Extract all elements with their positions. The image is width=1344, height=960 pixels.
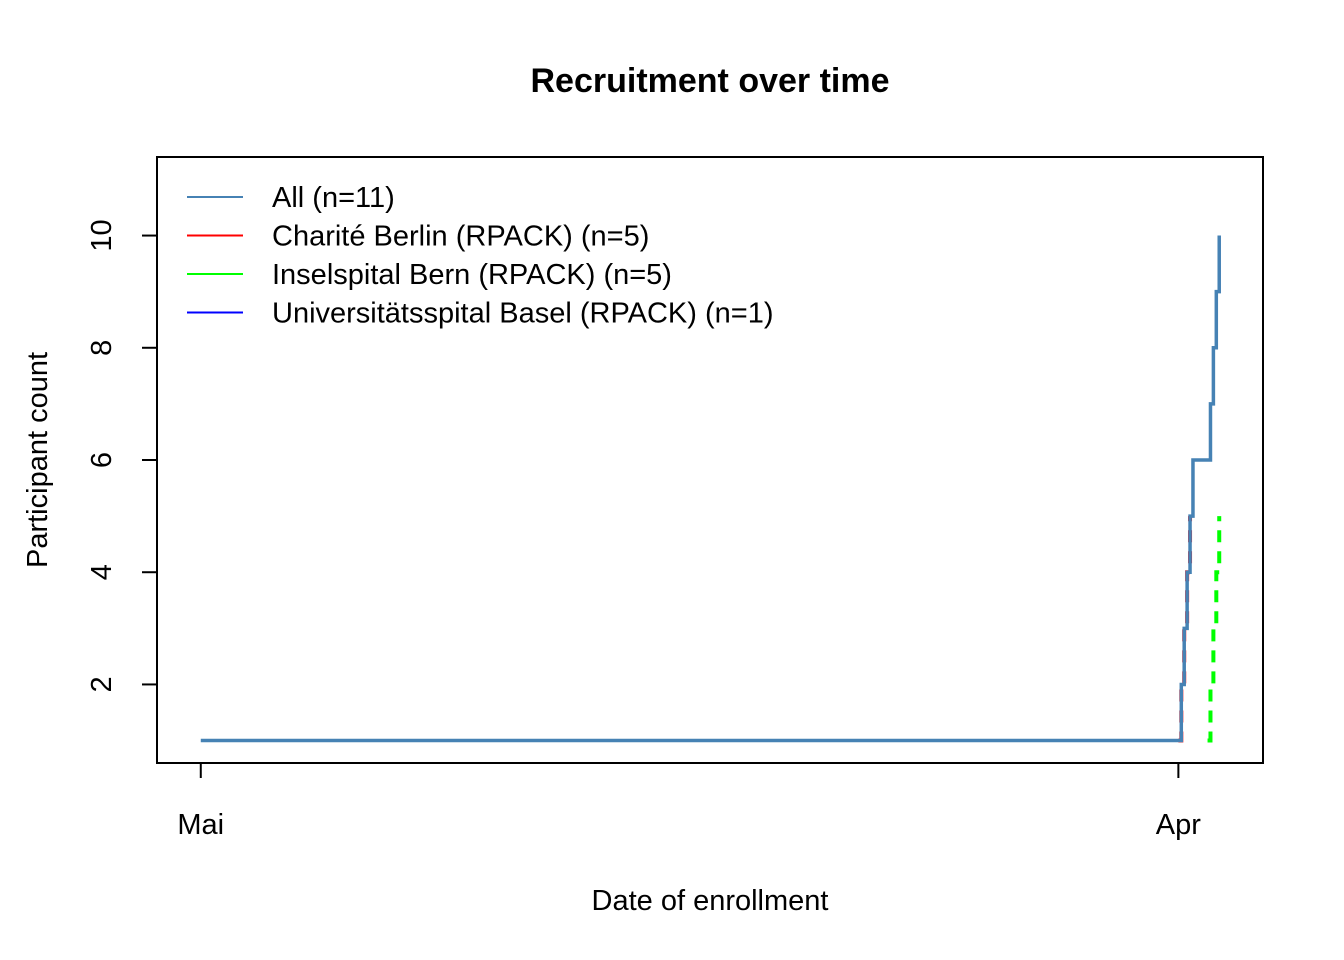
legend-label-2: Inselspital Bern (RPACK) (n=5) [272, 259, 672, 291]
y-axis-label: Participant count [22, 352, 54, 568]
y-tick-label-1: 4 [86, 564, 118, 580]
y-tick-label-4: 10 [86, 219, 118, 251]
x-axis-label: Date of enrollment [592, 885, 829, 917]
x-tick-label-1: Apr [1156, 809, 1201, 841]
x-axis: Mai Apr [177, 762, 1201, 841]
x-tick-label-0: Mai [177, 809, 224, 841]
legend-label-0: All (n=11) [272, 182, 395, 214]
series-line-2 [1207, 516, 1222, 743]
y-tick-label-0: 2 [86, 676, 118, 692]
y-axis: 2 4 6 8 10 [86, 219, 158, 693]
chart-title: Recruitment over time [531, 62, 890, 100]
y-tick-label-3: 8 [86, 340, 118, 356]
series-line-0 [200, 235, 1221, 743]
y-tick-label-2: 6 [86, 452, 118, 468]
legend-label-1: Charité Berlin (RPACK) (n=5) [272, 221, 649, 253]
series-layer [200, 235, 1222, 743]
legend-label-3: Universitätsspital Basel (RPACK) (n=1) [272, 298, 773, 330]
legend: All (n=11) Charité Berlin (RPACK) (n=5) In… [187, 182, 773, 330]
